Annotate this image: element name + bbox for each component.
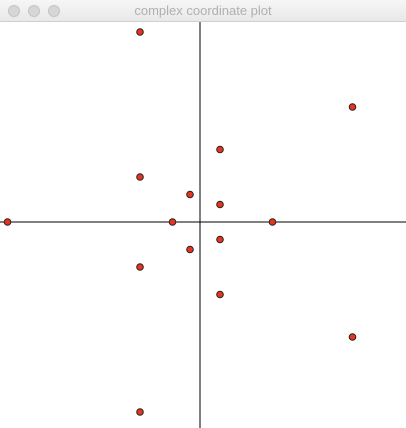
data-point-6 bbox=[186, 190, 194, 199]
data-point-11 bbox=[186, 245, 194, 254]
data-point-10 bbox=[216, 235, 224, 244]
complex-plane-chart bbox=[0, 22, 406, 428]
data-point-8 bbox=[168, 218, 177, 226]
data-point-9 bbox=[268, 218, 277, 226]
title-bar[interactable]: complex coordinate plot bbox=[0, 0, 406, 22]
data-point-13 bbox=[216, 290, 224, 299]
data-point-3 bbox=[348, 103, 357, 111]
data-point-2 bbox=[136, 28, 144, 36]
close-window-button[interactable] bbox=[8, 5, 20, 17]
data-point-12 bbox=[136, 263, 144, 271]
data-point-5 bbox=[136, 173, 144, 181]
window-title: complex coordinate plot bbox=[134, 3, 272, 18]
data-point-14 bbox=[348, 333, 357, 341]
minimize-window-button[interactable] bbox=[28, 5, 40, 17]
data-point-15 bbox=[136, 408, 144, 416]
plot-area bbox=[0, 22, 406, 428]
data-point-7 bbox=[216, 200, 224, 209]
zoom-window-button[interactable] bbox=[48, 5, 60, 17]
points-layer bbox=[3, 28, 357, 416]
data-point-4 bbox=[216, 145, 224, 154]
data-point-1 bbox=[3, 218, 12, 226]
